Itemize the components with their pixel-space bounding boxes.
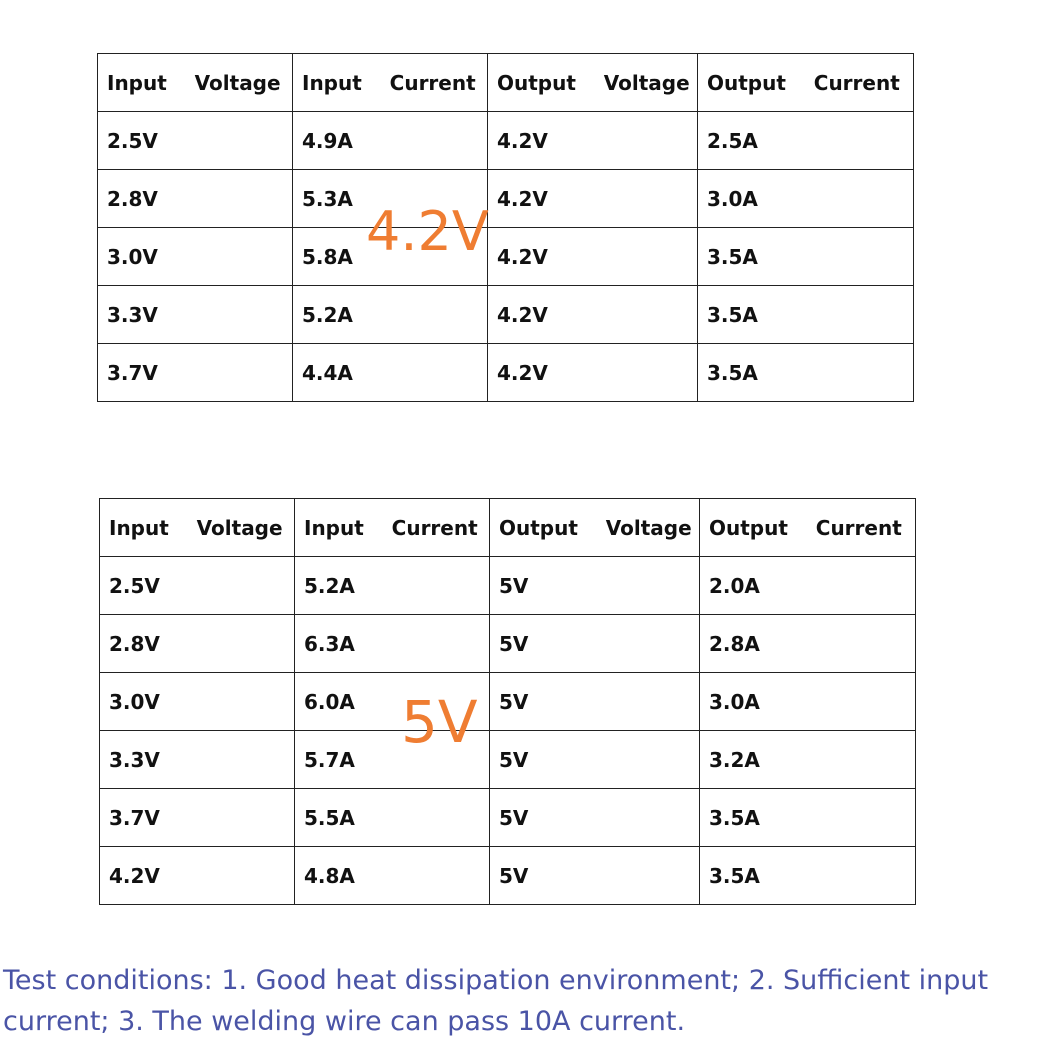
- table-header-row: Input Voltage Input Current Output Volta…: [99, 498, 916, 557]
- cell-input-current: 6.0A: [294, 672, 490, 731]
- test-conditions-note: Test conditions: 1. Good heat dissipatio…: [3, 965, 989, 1037]
- cell-output-current: 3.5A: [697, 343, 914, 402]
- cell-output-voltage: 4.2V: [487, 227, 698, 286]
- table-row: 3.0V 5.8A 4.2V 3.5A: [97, 227, 914, 286]
- cell-input-current: 5.8A: [292, 227, 488, 286]
- table-row: 2.5V 4.9A 4.2V 2.5A: [97, 111, 914, 170]
- cell-output-current: 2.5A: [697, 111, 914, 170]
- cell-input-current: 5.2A: [294, 556, 490, 615]
- table-row: 3.0V 6.0A 5V 3.0A: [99, 672, 916, 731]
- cell-input-voltage: 4.2V: [99, 846, 295, 905]
- header-input-voltage: Input Voltage: [97, 53, 293, 112]
- cell-output-voltage: 4.2V: [487, 169, 698, 228]
- cell-output-voltage: 4.2V: [487, 285, 698, 344]
- header-input-current: Input Current: [294, 498, 490, 557]
- cell-input-current: 5.3A: [292, 169, 488, 228]
- table-header-row: Input Voltage Input Current Output Volta…: [97, 53, 914, 112]
- cell-output-current: 3.0A: [697, 169, 914, 228]
- header-output-voltage: Output Voltage: [489, 498, 700, 557]
- cell-input-voltage: 3.3V: [97, 285, 293, 344]
- cell-output-voltage: 5V: [489, 730, 700, 789]
- cell-output-current: 3.5A: [699, 846, 916, 905]
- cell-input-current: 5.5A: [294, 788, 490, 847]
- cell-input-current: 5.2A: [292, 285, 488, 344]
- table-row: 3.3V 5.2A 4.2V 3.5A: [97, 285, 914, 344]
- header-output-current: Output Current: [697, 53, 914, 112]
- table-row: 3.7V 4.4A 4.2V 3.5A: [97, 343, 914, 402]
- table-output-5v: Input Voltage Input Current Output Volta…: [99, 498, 916, 905]
- cell-input-voltage: 3.7V: [97, 343, 293, 402]
- cell-input-voltage: 3.7V: [99, 788, 295, 847]
- cell-output-voltage: 5V: [489, 788, 700, 847]
- cell-output-current: 2.8A: [699, 614, 916, 673]
- header-output-voltage: Output Voltage: [487, 53, 698, 112]
- cell-output-current: 3.5A: [697, 285, 914, 344]
- cell-output-current: 3.0A: [699, 672, 916, 731]
- cell-input-voltage: 2.5V: [97, 111, 293, 170]
- table-output-4-2v: Input Voltage Input Current Output Volta…: [97, 53, 914, 402]
- cell-input-voltage: 3.0V: [99, 672, 295, 731]
- cell-output-voltage: 4.2V: [487, 343, 698, 402]
- cell-output-voltage: 5V: [489, 672, 700, 731]
- cell-input-voltage: 2.8V: [97, 169, 293, 228]
- header-input-voltage: Input Voltage: [99, 498, 295, 557]
- cell-output-current: 3.2A: [699, 730, 916, 789]
- output-4-2v-label: 4.2V: [366, 200, 489, 263]
- header-input-current: Input Current: [292, 53, 488, 112]
- cell-output-current: 3.5A: [697, 227, 914, 286]
- table-row: 3.7V 5.5A 5V 3.5A: [99, 788, 916, 847]
- cell-output-voltage: 5V: [489, 614, 700, 673]
- cell-input-current: 4.4A: [292, 343, 488, 402]
- output-5v-label: 5V: [401, 688, 478, 756]
- table-row: 4.2V 4.8A 5V 3.5A: [99, 846, 916, 905]
- cell-input-current: 4.9A: [292, 111, 488, 170]
- cell-input-current: 4.8A: [294, 846, 490, 905]
- cell-output-current: 2.0A: [699, 556, 916, 615]
- cell-input-current: 6.3A: [294, 614, 490, 673]
- cell-output-voltage: 5V: [489, 846, 700, 905]
- cell-input-voltage: 3.0V: [97, 227, 293, 286]
- cell-output-voltage: 4.2V: [487, 111, 698, 170]
- table-row: 2.5V 5.2A 5V 2.0A: [99, 556, 916, 615]
- cell-input-voltage: 2.8V: [99, 614, 295, 673]
- table-row: 2.8V 6.3A 5V 2.8A: [99, 614, 916, 673]
- cell-output-current: 3.5A: [699, 788, 916, 847]
- table-row: 2.8V 5.3A 4.2V 3.0A: [97, 169, 914, 228]
- cell-output-voltage: 5V: [489, 556, 700, 615]
- table-row: 3.3V 5.7A 5V 3.2A: [99, 730, 916, 789]
- cell-input-voltage: 2.5V: [99, 556, 295, 615]
- cell-input-voltage: 3.3V: [99, 730, 295, 789]
- header-output-current: Output Current: [699, 498, 916, 557]
